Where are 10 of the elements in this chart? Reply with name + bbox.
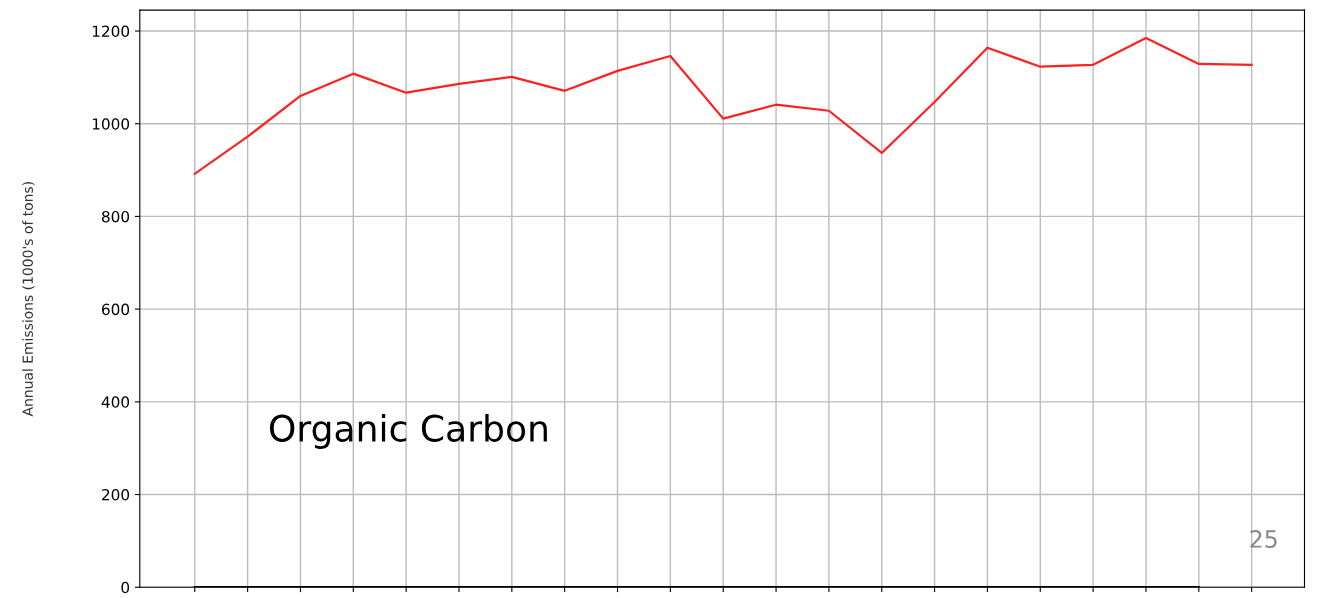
y-tick-label: 600 [102, 303, 130, 316]
annotation: Organic Carbon [269, 413, 547, 449]
y-tick-label: 400 [101, 396, 130, 408]
y-axis-title: Annual Emissions (1000's of tons) [22, 182, 35, 417]
y-tick-label: 0 [121, 581, 130, 594]
y-tick-label: 200 [102, 489, 130, 501]
line-series [193, 36, 1253, 175]
y-tick-label: 1200 [92, 25, 130, 38]
y-tick-label: 1000 [92, 118, 130, 130]
y-tick-label: 800 [101, 210, 130, 223]
